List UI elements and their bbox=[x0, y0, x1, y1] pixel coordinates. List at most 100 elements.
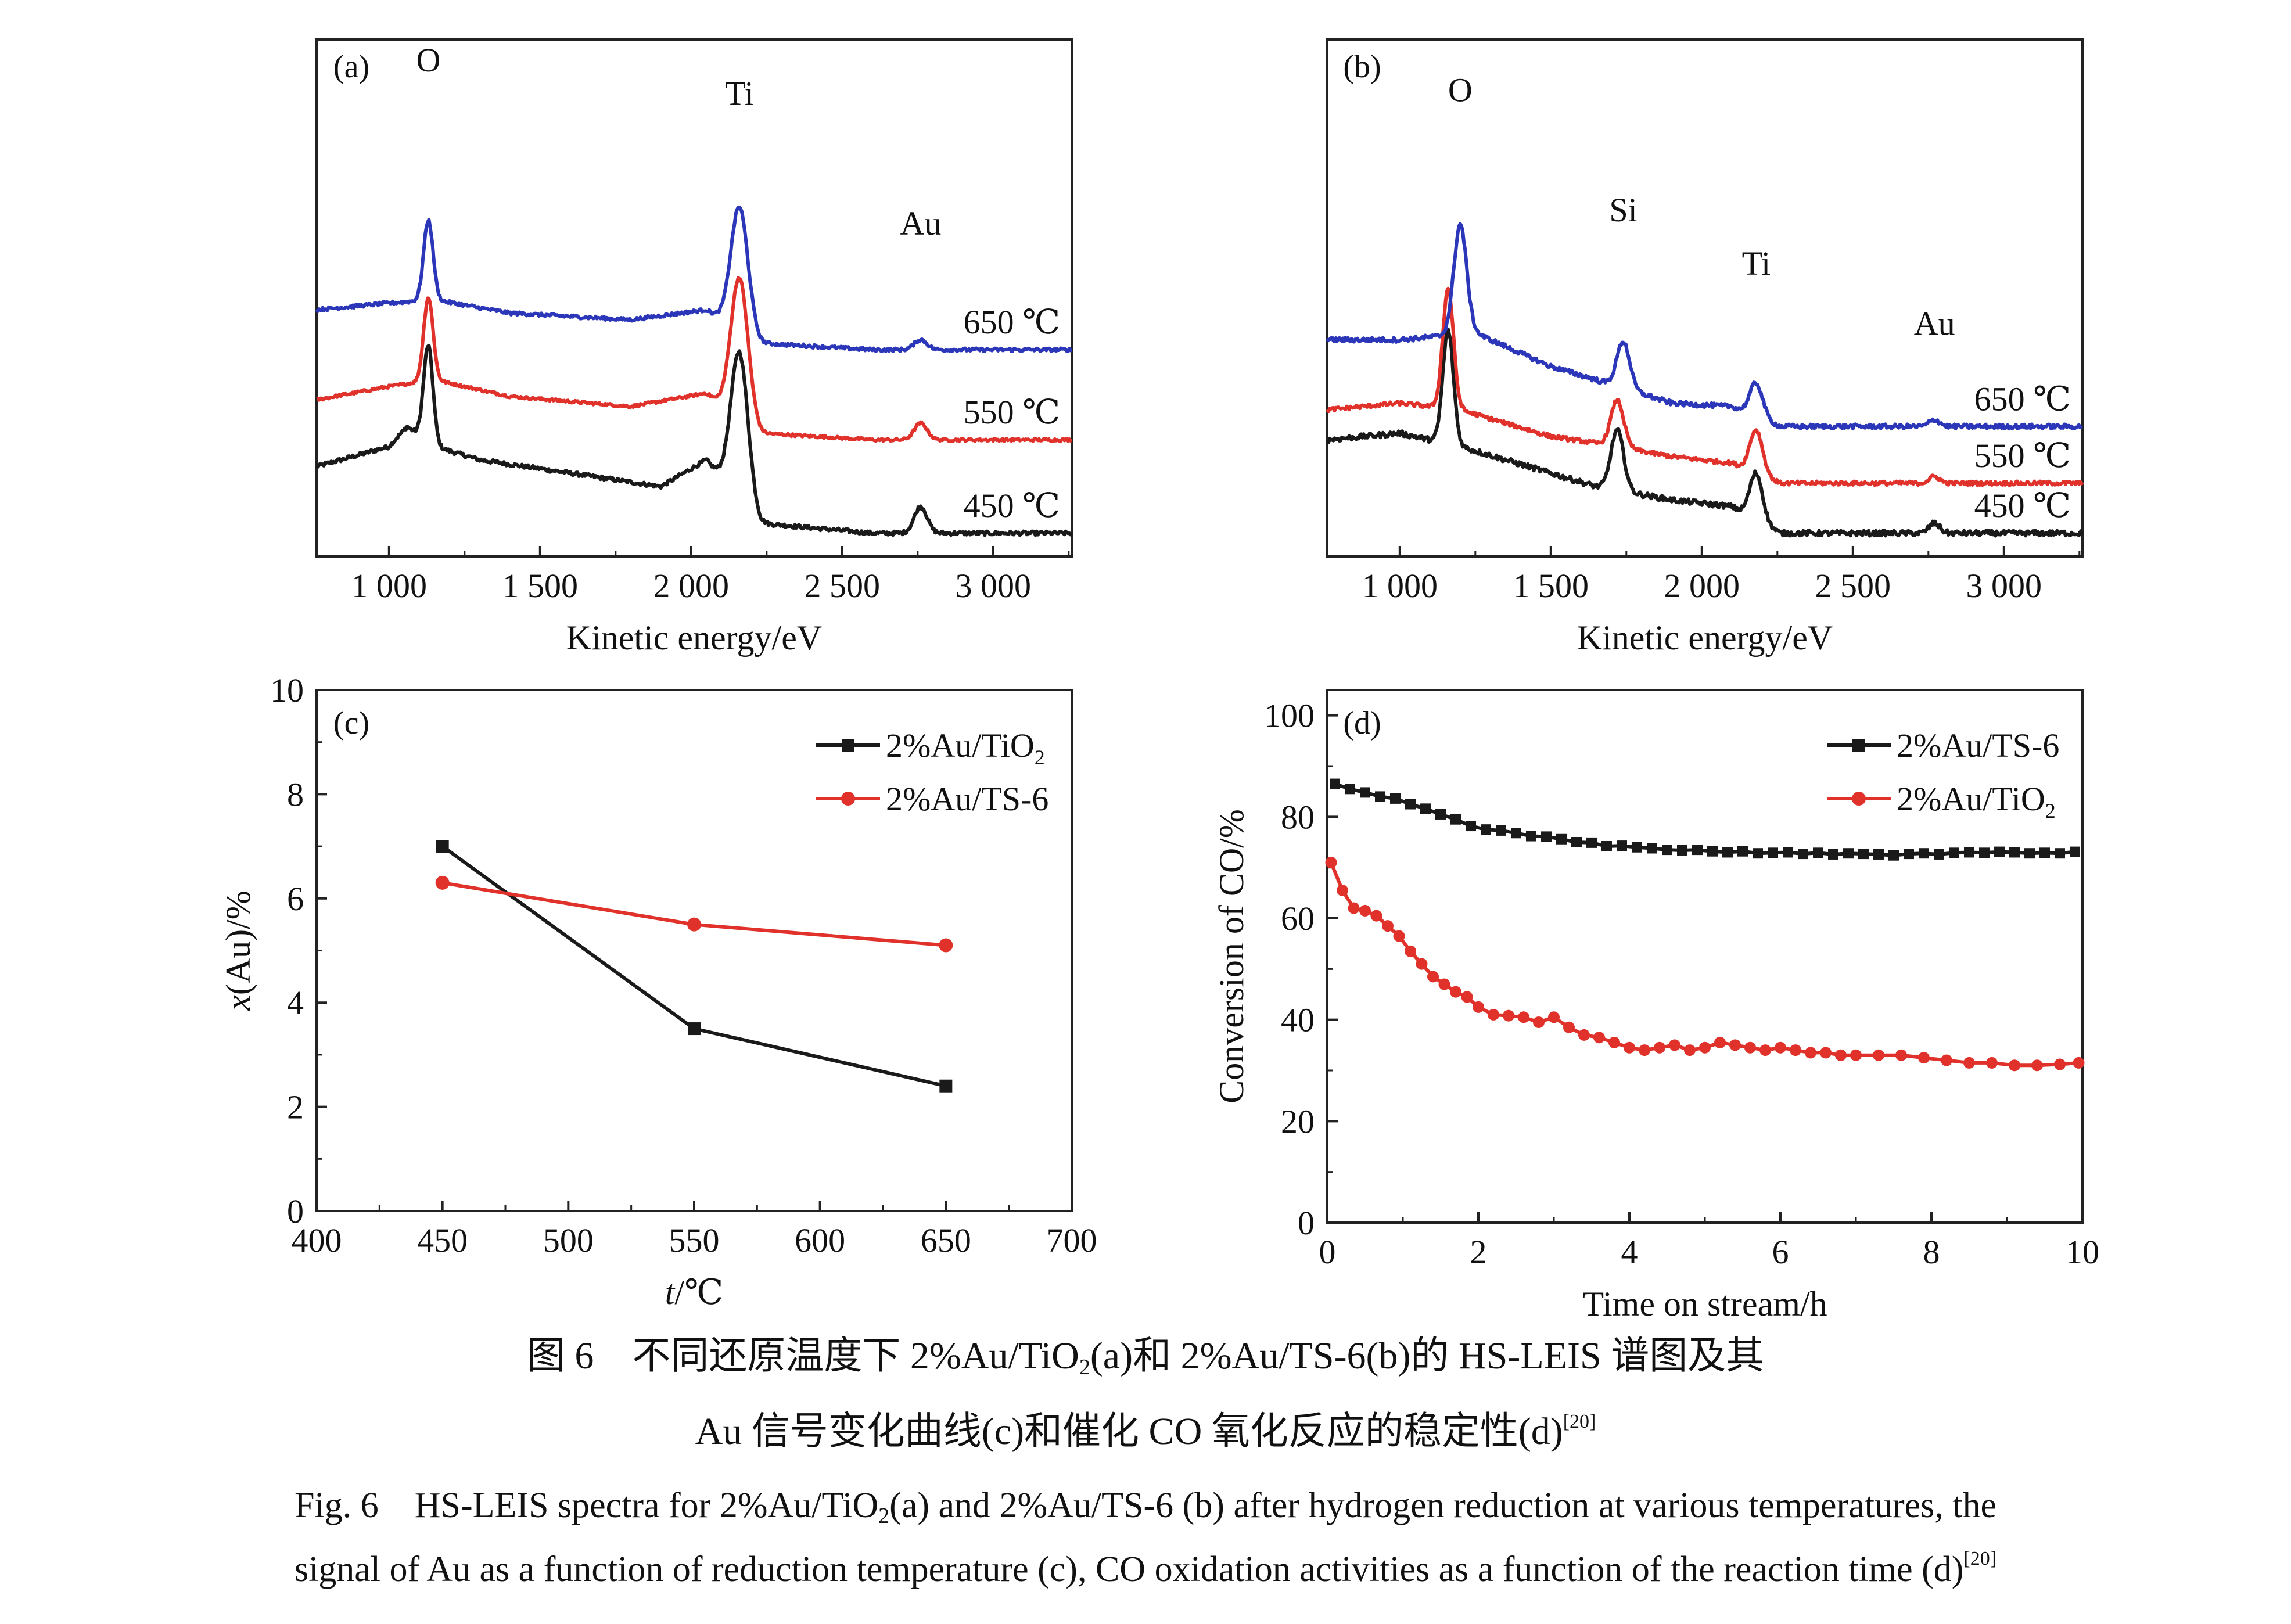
x-tick-label: 1 000 bbox=[1362, 567, 1438, 605]
caption-cn-line2-text: Au 信号变化曲线(c)和催化 CO 氧化反应的稳定性(d) bbox=[695, 1410, 1563, 1453]
data-point bbox=[1586, 837, 1597, 848]
data-point bbox=[1420, 803, 1431, 814]
data-point bbox=[2009, 1059, 2020, 1072]
y-tick-label: 2 bbox=[287, 1088, 304, 1126]
y-axis-label: Conversion of CO/% bbox=[1212, 809, 1251, 1104]
data-point bbox=[1775, 1041, 1786, 1054]
plot-frame bbox=[315, 689, 1073, 1212]
data-point bbox=[1541, 831, 1552, 842]
data-point bbox=[1345, 784, 1355, 795]
legend-marker bbox=[1852, 792, 1866, 806]
data-point bbox=[1919, 848, 1929, 859]
x-axis-label: Kinetic energy/eV bbox=[566, 619, 822, 657]
y-tick-label: 0 bbox=[1298, 1204, 1315, 1242]
caption-en-line2: signal of Au as a function of reduction … bbox=[0, 1548, 2291, 1590]
legend-label: 2%Au/TS-6 bbox=[1897, 727, 2059, 764]
caption-en-line1-sub: 2 bbox=[878, 1504, 890, 1528]
x-tick-label: 3 000 bbox=[956, 567, 1032, 605]
data-point bbox=[2070, 846, 2080, 857]
panel-label: (b) bbox=[1343, 49, 1381, 85]
data-point bbox=[1949, 847, 1959, 858]
legend-label: 2%Au/TS-6 bbox=[886, 780, 1048, 818]
data-point bbox=[1888, 850, 1899, 861]
y-axis-label: x(Au)/% bbox=[219, 890, 257, 1011]
data-point bbox=[1481, 824, 1491, 835]
data-point bbox=[1593, 1032, 1605, 1044]
data-point bbox=[1729, 1039, 1741, 1051]
series-temperature-label: 450 ℃ bbox=[1974, 487, 2071, 524]
x-tick-label: 1 500 bbox=[1513, 567, 1589, 605]
data-point bbox=[1828, 849, 1838, 860]
data-point bbox=[1895, 1049, 1907, 1061]
data-point bbox=[687, 917, 701, 932]
series-line-blue bbox=[1326, 222, 2083, 431]
data-point bbox=[1601, 840, 1612, 851]
panel-label: (d) bbox=[1343, 705, 1381, 741]
x-axis-label: t/℃ bbox=[665, 1273, 723, 1312]
data-point bbox=[1986, 1057, 1998, 1069]
data-point bbox=[1427, 971, 1439, 983]
series-line-black bbox=[1326, 328, 2084, 538]
x-tick-label: 1 500 bbox=[502, 567, 579, 605]
data-point bbox=[1337, 884, 1348, 896]
data-point bbox=[1511, 828, 1521, 839]
plot-frame bbox=[315, 38, 1073, 558]
y-tick-label: 20 bbox=[1281, 1102, 1315, 1140]
data-point bbox=[1964, 847, 1974, 858]
x-tick-label: 600 bbox=[795, 1221, 845, 1259]
data-point bbox=[1488, 1008, 1499, 1021]
series-temperature-label: 650 ℃ bbox=[964, 303, 1060, 341]
series-temperature-label: 450 ℃ bbox=[964, 487, 1060, 524]
data-point bbox=[1405, 945, 1416, 957]
caption-cn-line1-a: 图 6 不同还原温度下 2%Au/TiO bbox=[526, 1335, 1079, 1377]
series-line-red bbox=[316, 276, 1072, 443]
data-point bbox=[1450, 814, 1461, 825]
caption-en-line1: Fig. 6 HS-LEIS spectra for 2%Au/TiO2(a) … bbox=[0, 1475, 2291, 1529]
x-axis-label: Kinetic energy/eV bbox=[1577, 619, 1833, 657]
data-point bbox=[1805, 1047, 1816, 1059]
data-point bbox=[1941, 1054, 1952, 1066]
peak-label: O bbox=[1448, 71, 1473, 109]
data-point bbox=[1768, 847, 1778, 858]
data-point bbox=[1473, 1001, 1484, 1013]
data-point bbox=[1662, 845, 1672, 856]
data-point bbox=[1858, 849, 1869, 860]
data-point bbox=[1382, 920, 1394, 932]
data-point bbox=[1813, 847, 1823, 858]
data-point bbox=[2039, 847, 2050, 858]
data-point bbox=[1647, 843, 1657, 854]
caption-cn-line1-sub: 2 bbox=[1079, 1355, 1090, 1379]
data-point bbox=[1843, 848, 1854, 859]
data-point bbox=[1526, 831, 1536, 842]
data-point bbox=[1850, 1049, 1862, 1061]
data-point bbox=[2054, 1058, 2066, 1070]
data-point bbox=[1722, 847, 1733, 858]
data-point bbox=[1503, 1009, 1514, 1022]
data-point bbox=[1918, 1052, 1930, 1064]
data-point bbox=[1325, 856, 1337, 868]
data-point bbox=[1416, 958, 1428, 970]
x-tick-label: 650 bbox=[921, 1221, 971, 1259]
data-point bbox=[1632, 842, 1642, 853]
panel-a: (a) 1 000 1 500 2 000 2 500 3 000 Kinetic ener… bbox=[315, 38, 1073, 657]
data-point bbox=[435, 875, 450, 890]
caption-en-ref: [20] bbox=[1963, 1548, 1997, 1569]
y-tick-label: 8 bbox=[287, 775, 304, 813]
x-axis-label: Time on stream/h bbox=[1582, 1285, 1827, 1323]
peak-label: O bbox=[416, 41, 440, 79]
series-line-red bbox=[1329, 861, 2079, 1068]
panel-label: (c) bbox=[333, 705, 369, 741]
data-point bbox=[1624, 1041, 1635, 1054]
data-point bbox=[1934, 849, 1944, 860]
caption-en-line2-text: signal of Au as a function of reduction … bbox=[294, 1550, 1964, 1589]
x-tick-label: 2 500 bbox=[805, 567, 881, 605]
data-point bbox=[1699, 1041, 1711, 1054]
data-point bbox=[1578, 1029, 1590, 1041]
x-tick-label: 4 bbox=[1621, 1233, 1638, 1271]
series-line-red bbox=[1326, 286, 2084, 487]
data-point bbox=[1873, 849, 1884, 860]
data-point bbox=[1707, 846, 1718, 857]
series-line-red bbox=[442, 881, 946, 947]
x-tick-label: 2 000 bbox=[653, 567, 730, 605]
